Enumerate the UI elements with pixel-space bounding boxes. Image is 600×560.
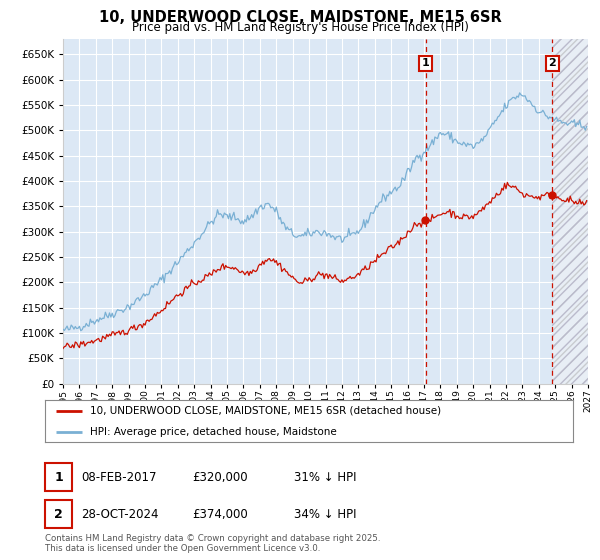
Bar xyxy=(553,39,588,384)
Text: 2: 2 xyxy=(548,58,556,68)
Bar xyxy=(553,39,588,384)
Text: 28-OCT-2024: 28-OCT-2024 xyxy=(81,507,158,521)
Text: £320,000: £320,000 xyxy=(192,470,248,484)
Text: 10, UNDERWOOD CLOSE, MAIDSTONE, ME15 6SR (detached house): 10, UNDERWOOD CLOSE, MAIDSTONE, ME15 6SR… xyxy=(90,406,441,416)
Text: £374,000: £374,000 xyxy=(192,507,248,521)
Text: Contains HM Land Registry data © Crown copyright and database right 2025.
This d: Contains HM Land Registry data © Crown c… xyxy=(45,534,380,553)
Bar xyxy=(553,39,588,384)
Text: 1: 1 xyxy=(54,470,63,484)
Text: 1: 1 xyxy=(422,58,430,68)
Text: 31% ↓ HPI: 31% ↓ HPI xyxy=(294,470,356,484)
Text: HPI: Average price, detached house, Maidstone: HPI: Average price, detached house, Maid… xyxy=(90,427,337,437)
Text: Price paid vs. HM Land Registry's House Price Index (HPI): Price paid vs. HM Land Registry's House … xyxy=(131,21,469,34)
Text: 34% ↓ HPI: 34% ↓ HPI xyxy=(294,507,356,521)
Text: 2: 2 xyxy=(54,507,63,521)
Text: 08-FEB-2017: 08-FEB-2017 xyxy=(81,470,157,484)
Text: 10, UNDERWOOD CLOSE, MAIDSTONE, ME15 6SR: 10, UNDERWOOD CLOSE, MAIDSTONE, ME15 6SR xyxy=(98,10,502,25)
